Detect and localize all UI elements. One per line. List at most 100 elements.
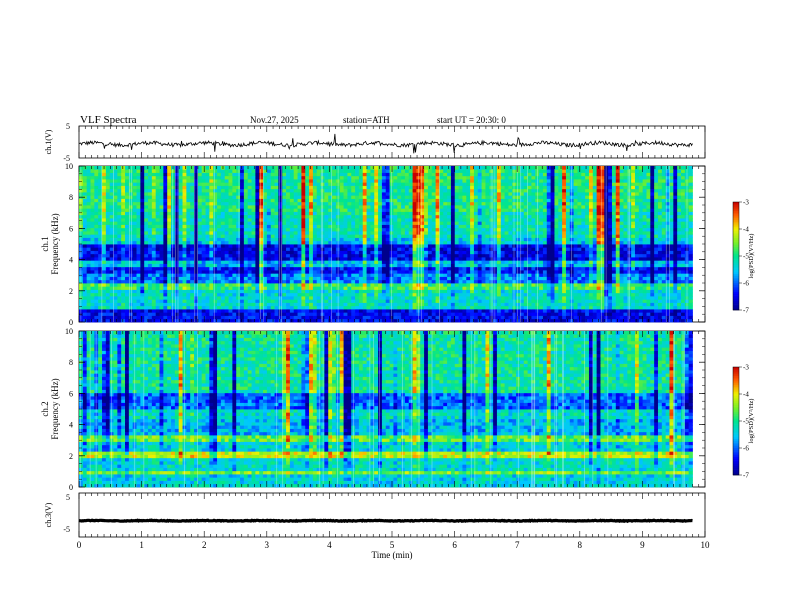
spectrogram-cell xyxy=(167,292,172,297)
spectrogram-cell xyxy=(312,224,318,229)
spectrogram-cell xyxy=(412,296,417,300)
spectrogram-cell xyxy=(600,234,605,238)
spectrogram-cell xyxy=(197,315,203,320)
spectrogram-cell xyxy=(362,257,367,261)
spectrogram-cell xyxy=(550,273,555,277)
spectrogram-cell xyxy=(500,315,505,320)
spectrogram-cell xyxy=(527,279,532,284)
spectrogram-cell xyxy=(677,318,682,323)
spectrogram-cell xyxy=(278,270,283,274)
spectrogram-cell xyxy=(654,231,659,235)
spectrogram-cell xyxy=(473,224,479,229)
spectrogram-cell xyxy=(458,276,463,281)
spectrogram-cell xyxy=(531,266,536,271)
spectrogram-cell xyxy=(366,253,371,258)
spectrogram-cell xyxy=(470,244,475,248)
spectrogram-cell xyxy=(385,253,390,258)
spectrogram-cell xyxy=(393,296,398,300)
spectrogram-cell xyxy=(194,318,199,323)
spectrogram-cell xyxy=(562,315,567,320)
spectrogram-cell xyxy=(136,286,141,290)
spectrogram-cell xyxy=(224,240,229,245)
spectrogram-cell xyxy=(263,292,268,297)
spectrogram-cell xyxy=(516,289,521,294)
spectrogram-cell xyxy=(259,250,264,255)
spectrogram-cell xyxy=(266,247,272,251)
spectrogram-cell xyxy=(266,273,272,277)
spectrogram-cell xyxy=(539,296,544,300)
spectrogram-cell xyxy=(105,263,111,268)
spectrogram-cell xyxy=(332,263,337,268)
spectrogram-cell xyxy=(243,270,249,274)
spectrogram-cell xyxy=(558,292,563,297)
spectrogram-cell xyxy=(581,312,586,316)
spectrogram-cell xyxy=(677,279,682,284)
spectrogram-cell xyxy=(477,273,482,277)
spectrogram-cell xyxy=(531,273,536,277)
spectrogram-cell xyxy=(148,257,153,261)
spectrogram-cell xyxy=(217,244,222,248)
spectrogram-cell xyxy=(232,283,237,287)
spectrogram-cell xyxy=(171,231,176,235)
spectrogram-cell xyxy=(611,273,617,277)
spectrogram-cell xyxy=(527,309,532,313)
spectrogram-cell xyxy=(178,315,183,320)
spectrogram-cell xyxy=(347,302,352,307)
spectrogram-cell xyxy=(247,231,252,235)
spectrogram-cell xyxy=(270,276,275,281)
spectrogram-cell xyxy=(374,257,379,261)
spectrogram-cell xyxy=(94,276,99,281)
spectrogram-cell xyxy=(420,237,425,242)
spectrogram-cell xyxy=(301,292,306,297)
spectrogram-cell xyxy=(355,289,360,294)
spectrogram-cell xyxy=(397,240,402,245)
spectrogram-cell xyxy=(128,260,134,264)
spectrogram-cell xyxy=(90,302,95,307)
spectrogram-cell xyxy=(98,318,103,323)
spectrogram-cell xyxy=(220,302,226,307)
station-label: station=ATH xyxy=(343,115,390,125)
spectrogram-cell xyxy=(604,318,609,323)
spectrogram-cell xyxy=(473,296,479,300)
spectrogram-cell xyxy=(182,240,187,245)
spectrogram-cell xyxy=(458,270,463,274)
spectrogram-cell xyxy=(588,315,594,320)
spectrogram-cell xyxy=(504,253,509,258)
spectrogram-cell xyxy=(673,276,678,281)
spectrogram-cell xyxy=(370,240,375,245)
spectrogram-cell xyxy=(113,286,118,290)
spectrogram-cell xyxy=(205,263,210,268)
spectrogram-cell xyxy=(577,312,582,316)
spectrogram-cell xyxy=(504,315,509,320)
spectrogram-cell xyxy=(542,273,548,277)
spectrogram-cell xyxy=(454,292,459,297)
spectrogram-cell xyxy=(213,237,218,242)
spectrogram-cell xyxy=(581,247,586,251)
spectrogram-cell xyxy=(102,273,107,277)
spectrogram-cell xyxy=(324,296,329,300)
spectrogram-cell xyxy=(447,273,452,277)
spectrogram-cell xyxy=(274,315,279,320)
spectrogram-cell xyxy=(385,237,390,242)
spectrogram-cell xyxy=(650,227,655,232)
spectrogram-cell xyxy=(581,318,586,323)
spectrogram-cell xyxy=(565,292,571,297)
spectrogram-cell xyxy=(255,270,260,274)
spectrogram-cell xyxy=(638,237,644,242)
spectrogram-cell xyxy=(247,302,252,307)
spectrogram-cell xyxy=(312,260,318,264)
spectrogram-cell xyxy=(615,315,621,320)
spectrogram-cell xyxy=(581,244,586,248)
spectrogram-cell xyxy=(282,270,287,274)
spectrogram-cell xyxy=(343,318,348,323)
spectrogram-cell xyxy=(282,276,287,281)
spectrogram-cell xyxy=(274,276,279,281)
spectrogram-cell xyxy=(458,263,463,268)
spectrogram-cell xyxy=(673,237,678,242)
spectrogram-cell xyxy=(393,253,398,258)
spectrogram-cell xyxy=(243,273,249,277)
spectrogram-cell xyxy=(94,270,99,274)
spectrogram-cell xyxy=(201,273,206,277)
spectrogram-cell xyxy=(178,253,183,258)
spectrogram-cell xyxy=(435,299,440,303)
